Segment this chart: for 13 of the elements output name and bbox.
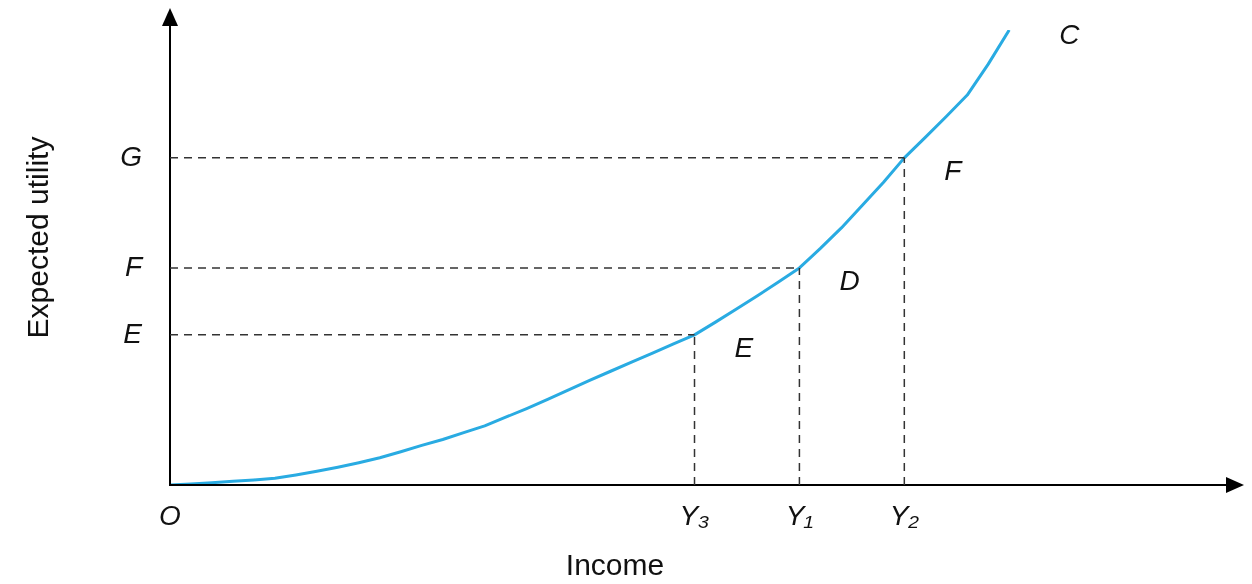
x-tick-label: Y₁: [785, 499, 814, 531]
x-tick-label: Y₃: [679, 499, 710, 531]
x-axis-title: Income: [565, 548, 665, 582]
annotation: E: [734, 331, 754, 363]
annotation: D: [839, 264, 860, 296]
x-tick-label: O: [159, 499, 181, 531]
annotation: C: [1059, 18, 1081, 50]
ref-line-label: E: [123, 317, 143, 349]
ref-line-label: G: [120, 140, 142, 172]
ref-line-label: F: [124, 250, 144, 282]
y-axis-title: Expected utility: [21, 136, 55, 339]
x-tick-label: Y₂: [889, 499, 920, 531]
annotation: F: [944, 154, 964, 186]
